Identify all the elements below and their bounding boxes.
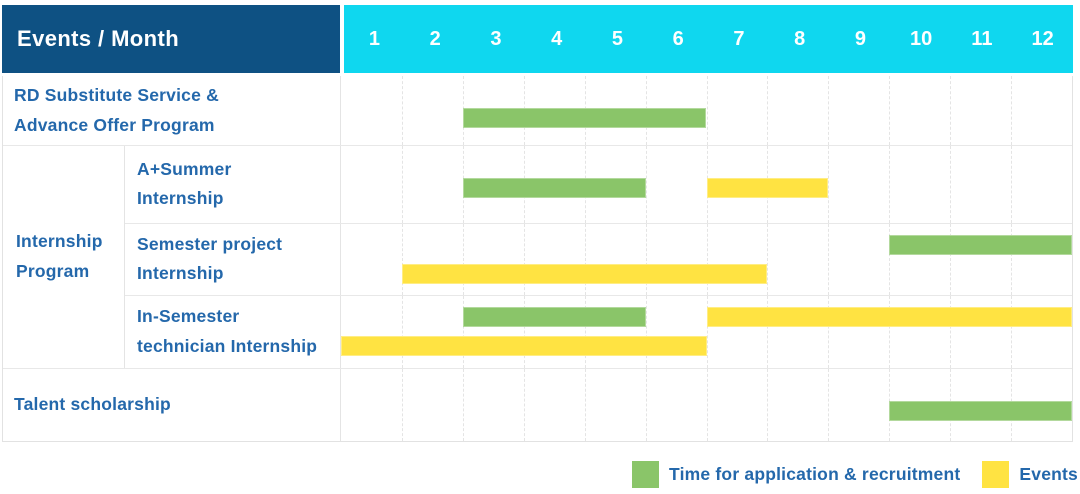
row-label: RD Substitute Service & Advance Offer Pr… xyxy=(3,76,341,145)
gantt-bar-event xyxy=(401,263,768,284)
group-sub-rows: A+Summer Internship Semester project Int… xyxy=(125,146,1072,368)
legend-label: Events xyxy=(1019,463,1078,484)
month-header-1: 1 xyxy=(368,27,380,50)
gantt-bar-event xyxy=(341,336,707,357)
month-gridline xyxy=(889,296,891,368)
sub-row-label: Semester project Internship xyxy=(125,223,341,296)
sub-row-label: In-Semester technician Internship xyxy=(125,296,341,368)
legend-item-recruitment: Time for application & recruitment xyxy=(632,460,961,488)
recruitment-color-swatch xyxy=(632,460,660,488)
corner-header-cell: Events / Month xyxy=(2,5,340,73)
gantt-bar-recruitment xyxy=(462,307,646,328)
month-gridline xyxy=(401,369,403,441)
month-gridline xyxy=(645,146,647,223)
gantt-bar-recruitment xyxy=(462,178,646,198)
month-header-7: 7 xyxy=(733,27,745,50)
month-gridline xyxy=(401,296,403,368)
gantt-bar-recruitment xyxy=(462,108,707,128)
table-sub-row: In-Semester technician Internship xyxy=(125,295,1072,368)
month-gridline xyxy=(889,146,891,223)
month-gridline xyxy=(523,369,525,441)
month-gridline xyxy=(1011,223,1013,296)
month-header-2: 2 xyxy=(429,27,441,50)
month-gridline xyxy=(706,223,708,296)
month-gridline xyxy=(828,223,830,296)
gantt-bar-event xyxy=(706,178,829,198)
month-gridline xyxy=(950,146,952,223)
month-gridline xyxy=(462,223,464,296)
legend-item-event: Events xyxy=(982,460,1078,488)
month-gridline xyxy=(462,296,464,368)
month-gridline xyxy=(584,223,586,296)
months-header-row: 1 2 3 4 5 6 7 8 9 10 11 12 xyxy=(344,5,1073,73)
month-gridline xyxy=(523,296,525,368)
header-divider xyxy=(340,5,344,73)
month-gridline xyxy=(889,76,891,145)
month-gridline xyxy=(1011,76,1013,145)
sub-row-label: A+Summer Internship xyxy=(125,146,341,223)
month-gridline xyxy=(462,369,464,441)
month-gridline xyxy=(645,223,647,296)
row-timeline xyxy=(341,296,1072,368)
month-gridline xyxy=(584,296,586,368)
month-gridline xyxy=(828,369,830,441)
table-row: RD Substitute Service & Advance Offer Pr… xyxy=(3,76,1072,145)
month-gridline xyxy=(401,223,403,296)
row-timeline xyxy=(341,76,1072,145)
month-header-10: 10 xyxy=(910,27,933,50)
gantt-bar-recruitment xyxy=(889,234,1072,255)
month-header-4: 4 xyxy=(551,27,563,50)
table-sub-row: Semester project Internship xyxy=(125,222,1072,296)
month-gridline xyxy=(706,369,708,441)
table-row: Talent scholarship xyxy=(3,368,1072,441)
group-label: Internship Program xyxy=(3,146,125,368)
month-gridline xyxy=(950,296,952,368)
month-header-9: 9 xyxy=(854,27,866,50)
month-gridline xyxy=(401,146,403,223)
month-gridline xyxy=(767,223,769,296)
event-color-swatch xyxy=(982,460,1010,488)
month-gridline xyxy=(828,296,830,368)
row-timeline xyxy=(341,369,1072,441)
row-timeline xyxy=(341,146,1072,223)
table-header: Events / Month 1 2 3 4 5 6 7 8 9 10 11 12 xyxy=(2,5,1073,73)
schedule-table: Events / Month 1 2 3 4 5 6 7 8 9 10 11 12 RD Substi… xyxy=(2,5,1073,442)
month-header-5: 5 xyxy=(611,27,623,50)
month-header-3: 3 xyxy=(490,27,502,50)
month-gridline xyxy=(706,76,708,145)
month-gridline xyxy=(1011,146,1013,223)
row-label: Talent scholarship xyxy=(3,369,341,441)
month-gridline xyxy=(828,146,830,223)
gantt-bar-event xyxy=(706,307,1072,328)
month-gridline xyxy=(889,223,891,296)
table-body: RD Substitute Service & Advance Offer Pr… xyxy=(2,76,1073,442)
table-sub-row: A+Summer Internship xyxy=(125,146,1072,223)
month-gridline xyxy=(645,369,647,441)
legend-label: Time for application & recruitment xyxy=(669,463,961,484)
month-gridline xyxy=(584,369,586,441)
month-header-11: 11 xyxy=(971,27,993,50)
month-gridline xyxy=(401,76,403,145)
month-header-6: 6 xyxy=(672,27,684,50)
row-timeline xyxy=(341,223,1072,296)
month-gridline xyxy=(645,296,647,368)
month-gridline xyxy=(767,369,769,441)
month-header-8: 8 xyxy=(794,27,806,50)
month-gridline xyxy=(767,296,769,368)
legend: Time for application & recruitment Event… xyxy=(632,458,1078,490)
table-row-group: Internship Program A+Summer Internship S… xyxy=(3,145,1072,368)
month-gridline xyxy=(523,223,525,296)
month-gridline xyxy=(767,76,769,145)
month-gridline xyxy=(828,76,830,145)
month-gridline xyxy=(950,76,952,145)
month-gridline xyxy=(1011,296,1013,368)
gantt-bar-recruitment xyxy=(889,401,1072,421)
month-gridline xyxy=(706,296,708,368)
month-header-12: 12 xyxy=(1031,27,1054,50)
month-gridline xyxy=(950,223,952,296)
